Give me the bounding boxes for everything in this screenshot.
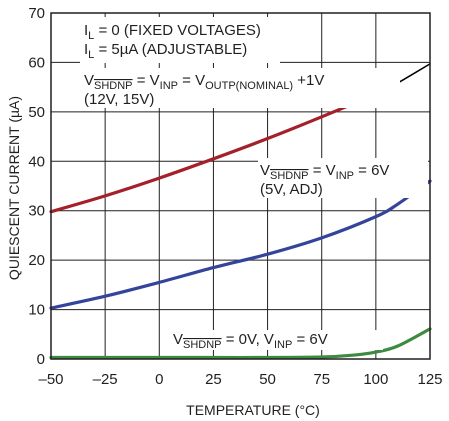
x-tick-label: 100	[363, 371, 388, 388]
annotation-green-series: VSHDNP = 0V, VINP = 6V	[171, 330, 383, 351]
y-axis-title: QUIESCENT CURRENT (µA)	[6, 96, 22, 280]
x-axis-title: TEMPERATURE (°C)	[186, 402, 320, 418]
series-line-1	[396, 63, 431, 84]
x-tick-label: 75	[313, 371, 330, 388]
blue-series-sublabel: (5V, ADJ)	[260, 181, 323, 198]
y-tick-label: 30	[28, 203, 45, 220]
annotation-red-series: VSHDNP = VINP = VOUTP(NOMINAL) +1V (12V,…	[82, 68, 400, 108]
tick-labels: –50 –25 0 25 50 75 100 125 0 10 20 30 40 50 60 70	[28, 5, 442, 388]
y-tick-label: 50	[28, 104, 45, 121]
red-series-sublabel: (12V, 15V)	[84, 91, 154, 108]
y-tick-label: 0	[37, 351, 45, 368]
x-tick-label: 125	[417, 371, 442, 388]
annotation-line-1: IL = 0 (FIXED VOLTAGES)	[84, 22, 261, 42]
y-tick-label: 10	[28, 302, 45, 319]
red-series-label: VSHDNP = VINP = VOUTP(NOMINAL) +1V	[84, 72, 324, 92]
y-tick-label: 60	[28, 54, 45, 71]
green-series-label: VSHDNP = 0V, VINP = 6V	[173, 331, 328, 351]
annotation-line-2: IL = 5µA (ADJUSTABLE)	[84, 41, 247, 61]
y-tick-label: 20	[28, 252, 45, 269]
plot-frame	[50, 12, 431, 360]
annotation-blue-series: VSHDNP = VINP = 6V (5V, ADJ)	[258, 158, 428, 198]
x-tick-label: –25	[93, 371, 118, 388]
blue-series-label: VSHDNP = VINP = 6V	[260, 162, 389, 182]
y-tick-label: 40	[28, 153, 45, 170]
x-tick-label: 50	[259, 371, 276, 388]
x-tick-label: 25	[205, 371, 222, 388]
y-tick-label: 70	[28, 5, 45, 22]
x-tick-label: 0	[155, 371, 163, 388]
series-line-3	[49, 327, 432, 360]
x-tick-label: –50	[38, 371, 63, 388]
annotation-conditions: IL = 0 (FIXED VOLTAGES) IL = 5µA (ADJUST…	[80, 17, 280, 63]
series-line-2	[49, 179, 432, 310]
